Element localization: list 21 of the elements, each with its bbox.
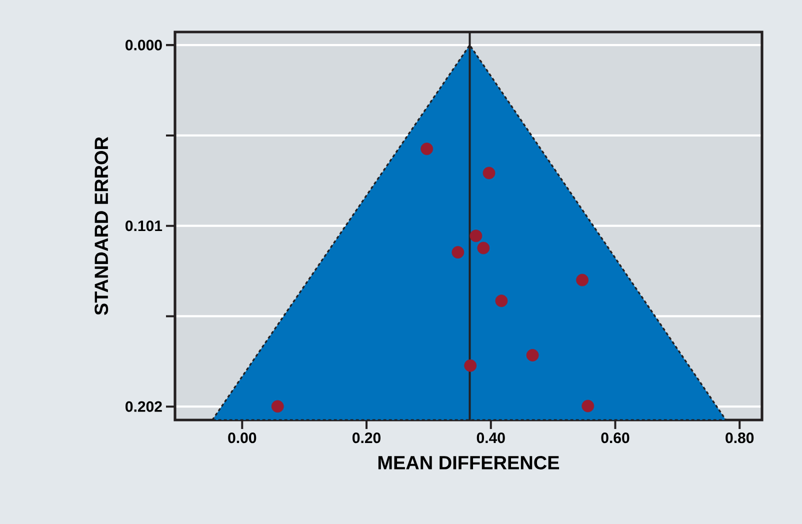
- point: [482, 166, 496, 180]
- point: [420, 142, 434, 156]
- point: [526, 349, 539, 362]
- point: [470, 230, 482, 242]
- point: [495, 294, 508, 308]
- point: [271, 400, 284, 413]
- x-tick-label: 0.20: [352, 432, 381, 444]
- y-tick-label: 0.202: [126, 401, 162, 412]
- y-axis-title: STANDARD ERROR: [94, 136, 108, 315]
- x-tick-label: 0.40: [476, 432, 505, 444]
- point: [576, 274, 588, 286]
- point: [464, 359, 477, 372]
- x-axis-title: MEAN DIFFERENCE: [378, 456, 560, 470]
- point: [582, 400, 594, 412]
- x-tick-label: 0.00: [228, 432, 256, 444]
- point: [452, 246, 464, 259]
- x-tick-label: 0.80: [726, 432, 754, 444]
- y-tick-label: 0.101: [126, 220, 162, 232]
- y-tick-label: 0.000: [126, 40, 162, 50]
- x-tick-label: 0.60: [601, 432, 630, 444]
- point: [477, 242, 490, 254]
